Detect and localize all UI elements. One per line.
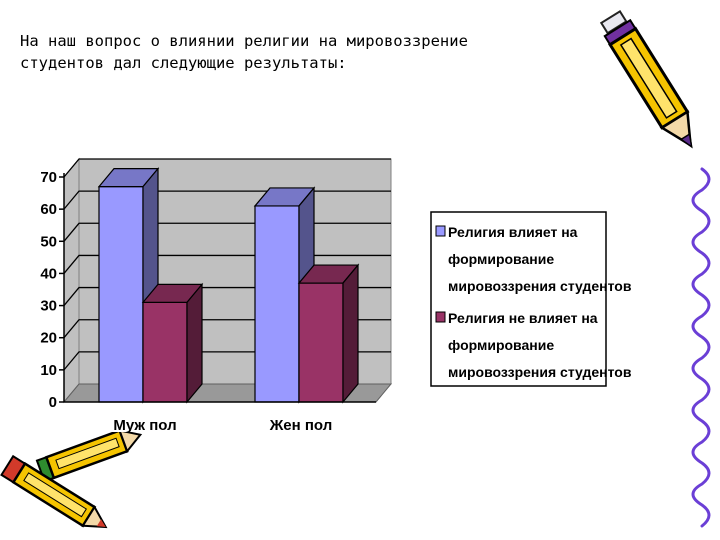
wavy-line-decoration [691, 167, 711, 528]
x-axis-categories: Муж пол Жен пол [113, 417, 332, 434]
bar [297, 263, 360, 404]
pencil-icon [599, 9, 693, 149]
y-tick-label: 60 [40, 201, 57, 218]
chart-axes [63, 173, 376, 403]
y-axis-ticks: 0 10 20 30 40 50 60 70 [40, 169, 64, 411]
chart-legend: Религия влияет на формирование мировоззрен… [430, 211, 632, 387]
intro-line-1: На наш вопрос о влиянии религии на миров… [20, 32, 468, 50]
pencils-icon [0, 432, 143, 529]
y-tick-label: 40 [40, 265, 57, 282]
bar-side [186, 282, 203, 404]
legend-box [430, 211, 607, 387]
x-category-label: Жен пол [269, 417, 333, 434]
legend-label: формирование [448, 337, 554, 353]
bar-front [254, 205, 300, 403]
legend-swatch [435, 311, 446, 323]
bar-front [142, 301, 188, 403]
bar [141, 282, 204, 404]
legend-label: мировоззрения студентов [448, 364, 632, 380]
legend-label: Религия не влияет на [448, 310, 598, 326]
legend-label: формирование [448, 251, 554, 267]
chart-side-wall [63, 157, 80, 404]
bar-side [342, 263, 359, 404]
y-tick-label: 10 [40, 362, 57, 379]
legend-label: мировоззрения студентов [448, 278, 632, 294]
y-tick-label: 0 [49, 394, 57, 411]
bar-front [298, 282, 344, 403]
bar-front [98, 186, 144, 403]
y-tick-label: 70 [40, 169, 57, 186]
intro-line-2: студентов дал следующие результаты: [20, 54, 347, 72]
y-tick-label: 20 [40, 330, 57, 347]
x-category-label: Муж пол [113, 417, 176, 434]
y-tick-label: 30 [40, 298, 57, 315]
intro-text: На наш вопрос о влиянии религии на миров… [20, 30, 540, 74]
chart-bars [97, 166, 360, 404]
y-tick-label: 50 [40, 233, 57, 250]
legend-swatch [435, 225, 446, 237]
legend-label: Религия влияет на [448, 224, 578, 240]
gridline [63, 158, 391, 178]
